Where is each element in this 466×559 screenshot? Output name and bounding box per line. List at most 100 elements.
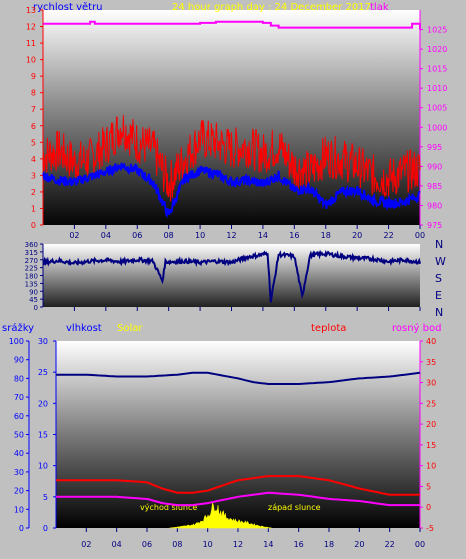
- direction-axis-label: 90: [29, 288, 38, 296]
- precip-axis-label: 30: [14, 468, 24, 477]
- wind-axis-label: 6: [31, 122, 36, 131]
- temp-axis-label: 5: [426, 482, 431, 491]
- graph-title: 24 hour graph day : 24 December 2017: [172, 2, 371, 13]
- wind-axis-label: 13: [26, 6, 36, 15]
- wind-axis-label: 2: [31, 188, 36, 197]
- temp-axis-label: 20: [426, 420, 436, 429]
- temp-axis-label: 40: [426, 337, 436, 346]
- pressure-axis-label: 995: [427, 143, 442, 152]
- humidity-axis-label: 0: [43, 524, 48, 533]
- direction-panel: [43, 244, 420, 307]
- weather-x-label: 20: [354, 540, 364, 549]
- precip-axis-label: 10: [14, 505, 24, 514]
- pressure-axis-label: 1010: [427, 84, 447, 93]
- direction-axis-label: 225: [25, 265, 38, 273]
- wind-x-label: 06: [132, 231, 142, 240]
- humidity-label: vlhkost: [66, 323, 102, 334]
- direction-axis-label: 270: [25, 257, 38, 265]
- precip-axis-label: 70: [14, 393, 24, 402]
- humidity-axis-label: 5: [43, 493, 48, 502]
- solar-series: [169, 501, 272, 529]
- wind-average-series: [42, 162, 421, 219]
- precip-axis-label: 0: [19, 524, 24, 533]
- wind-axis-label: 3: [31, 171, 36, 180]
- direction-axis-label: 360: [25, 241, 38, 249]
- wind-axis-label: 9: [31, 72, 36, 81]
- direction-letter-n-bottom: N: [435, 306, 443, 319]
- temp-axis-label: 30: [426, 379, 436, 388]
- pressure-axis-label: 975: [427, 221, 442, 230]
- precip-axis-label: 60: [14, 412, 24, 421]
- humidity-series: [56, 371, 421, 385]
- weather-x-label: 06: [142, 540, 152, 549]
- direction-letter-n-top: N: [435, 238, 443, 251]
- weather-x-label: 12: [233, 540, 243, 549]
- precip-axis-label: 90: [14, 356, 24, 365]
- direction-axis-label: 0: [34, 304, 38, 312]
- solar-label: Solar: [117, 323, 143, 334]
- wind-direction-series: [42, 249, 421, 303]
- direction-letter-e: E: [435, 289, 442, 302]
- sunset-label: západ slunce: [268, 503, 321, 512]
- humidity-axis-label: 10: [38, 462, 48, 471]
- humidity-axis-label: 30: [38, 337, 48, 346]
- direction-axis-label: 315: [25, 249, 38, 257]
- wind-axis-label: 5: [31, 138, 36, 147]
- weather-x-label: 14: [263, 540, 273, 549]
- humidity-axis-label: 15: [38, 431, 48, 440]
- humidity-axis-label: 25: [38, 368, 48, 377]
- temp-axis-label: 35: [426, 358, 436, 367]
- wind-axis-label: 7: [31, 105, 36, 114]
- wind-x-label: 14: [258, 231, 268, 240]
- wind-axis-label: 8: [31, 89, 36, 98]
- weather-x-label: 10: [203, 540, 213, 549]
- pressure-axis-label: 985: [427, 182, 442, 191]
- temperature-series: [56, 475, 420, 496]
- weather-x-label: 02: [81, 540, 91, 549]
- wind-x-label: 12: [226, 231, 236, 240]
- pressure-axis-label: 1025: [427, 26, 447, 35]
- weather-x-label: 04: [112, 540, 122, 549]
- precip-axis-label: 80: [14, 374, 24, 383]
- wind-axis-label: 4: [31, 155, 36, 164]
- wind-x-label: 10: [195, 231, 205, 240]
- temp-axis-label: 25: [426, 399, 436, 408]
- precip-axis-label: 40: [14, 449, 24, 458]
- wind-x-label: 00: [415, 231, 425, 240]
- pressure-series: [43, 20, 421, 30]
- wind-x-label: 04: [101, 231, 111, 240]
- wind-axis-label: 10: [26, 56, 36, 65]
- weather-x-label: 16: [294, 540, 304, 549]
- pressure-axis-label: 980: [427, 201, 442, 210]
- precip-axis-label: 50: [14, 431, 24, 440]
- pressure-axis-label: 1015: [427, 65, 447, 74]
- direction-axis-label: 45: [29, 296, 38, 304]
- dew-point-series: [56, 491, 420, 507]
- wind-axis-label: 0: [31, 221, 36, 230]
- precip-axis-label: 100: [9, 337, 24, 346]
- temp-axis-label: 0: [426, 503, 431, 512]
- sunrise-label: východ slunce: [140, 503, 197, 512]
- direction-axis-label: 135: [25, 280, 38, 288]
- weather-x-label: 18: [324, 540, 334, 549]
- wind-x-label: 18: [321, 231, 331, 240]
- wind-speed-label: rychlost větru: [33, 1, 103, 13]
- weather-x-label: 00: [415, 540, 425, 549]
- temperature-label: teplota: [311, 323, 346, 334]
- wind-x-label: 16: [289, 231, 299, 240]
- temp-axis-label: 15: [426, 441, 436, 450]
- weather-x-label: 22: [385, 540, 395, 549]
- wind-axis-label: 11: [26, 39, 36, 48]
- direction-letter-w: W: [435, 255, 446, 268]
- wind-x-label: 08: [164, 231, 174, 240]
- pressure-axis-label: 990: [427, 162, 442, 171]
- wind-axis-label: 1: [31, 204, 36, 213]
- precip-axis-label: 20: [14, 487, 24, 496]
- wind-x-label: 02: [69, 231, 79, 240]
- humidity-axis-label: 20: [38, 399, 48, 408]
- wind-gust-series: [42, 115, 421, 202]
- weather-x-label: 08: [172, 540, 182, 549]
- weather-panel: [56, 341, 420, 528]
